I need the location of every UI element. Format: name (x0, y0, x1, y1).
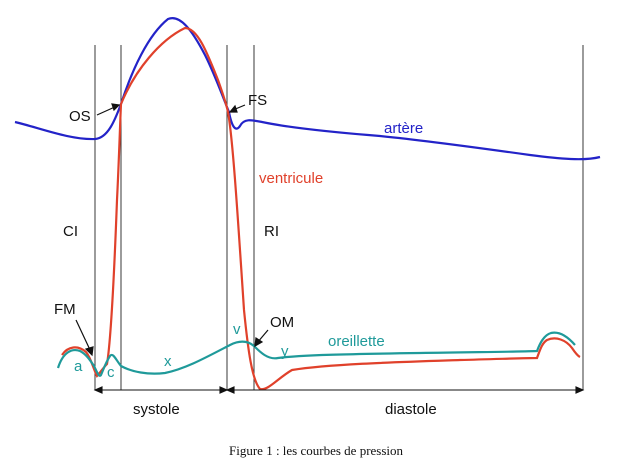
label-fs: FS (248, 92, 267, 109)
phase-arrows (93, 386, 585, 394)
label-wave-v: v (233, 321, 241, 338)
label-ri: RI (264, 223, 279, 240)
label-ci: CI (63, 223, 78, 240)
pointer-arrows (75, 103, 269, 357)
systole-arrowhead-right (219, 386, 229, 394)
arrowhead-om (254, 336, 264, 348)
label-os: OS (69, 108, 91, 125)
diastole-arrowhead-right (575, 386, 585, 394)
figure-caption: Figure 1 : les courbes de pression (229, 443, 404, 458)
arrow-fm (75, 319, 92, 353)
label-fm: FM (54, 301, 76, 318)
ventricle-curve (61, 26, 581, 391)
label-wave-a: a (74, 358, 83, 375)
label-wave-c: c (107, 364, 115, 381)
label-oreillette: oreillette (328, 333, 385, 350)
systole-arrowhead-left (93, 386, 103, 394)
label-om: OM (270, 314, 294, 331)
artery-curve (14, 17, 601, 161)
arrowhead-os (111, 103, 121, 112)
arrowhead-fm (84, 346, 94, 357)
atrium-curve (56, 331, 576, 377)
label-wave-y: y (281, 343, 289, 360)
diastole-arrowhead-left (225, 386, 235, 394)
arrowhead-fs (228, 104, 238, 113)
label-systole: systole (133, 401, 180, 418)
label-ventricule: ventricule (259, 170, 323, 187)
label-artere: artère (384, 120, 423, 137)
label-wave-x: x (164, 353, 172, 370)
label-diastole: diastole (385, 401, 437, 418)
